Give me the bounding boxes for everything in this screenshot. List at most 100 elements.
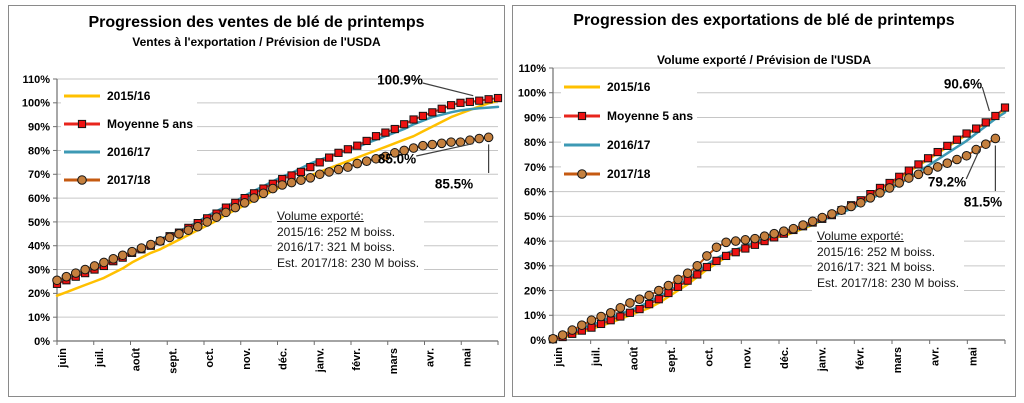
legend-item: 2015/16 xyxy=(563,72,693,101)
data-point-square xyxy=(991,111,1000,121)
data-point-circle xyxy=(446,137,456,147)
data-point-square xyxy=(654,295,663,304)
data-point-circle xyxy=(202,217,212,227)
chart-subtitle: Ventes à l'exportation / Prévision de l'… xyxy=(132,35,381,49)
data-point-circle xyxy=(483,132,494,143)
legend-item: Moyenne 5 ans xyxy=(563,101,693,130)
data-point-circle xyxy=(605,308,616,318)
legend-label: Moyenne 5 ans xyxy=(107,117,194,131)
y-axis-label: 20% xyxy=(524,285,546,297)
legend-item: Moyenne 5 ans xyxy=(63,110,193,138)
data-point-circle xyxy=(117,250,128,261)
data-point-square xyxy=(428,108,437,117)
legend-item: 2017/18 xyxy=(563,159,693,188)
data-point-circle xyxy=(277,180,287,190)
chart-title: Progression des exportations de blé de p… xyxy=(573,12,955,29)
data-point-circle xyxy=(682,268,693,279)
info-box-line: Est. 2017/18: 230 M boiss. xyxy=(277,255,420,270)
data-point-circle xyxy=(577,320,587,330)
data-point-square xyxy=(923,154,933,163)
y-axis-label: 60% xyxy=(28,193,50,205)
y-axis-label: 40% xyxy=(28,241,50,253)
data-point-circle xyxy=(99,257,109,268)
info-box-line: Est. 2017/18: 230 M boiss. xyxy=(817,275,960,290)
x-axis-label: janv. xyxy=(314,348,326,373)
legend: 2015/16 Moyenne 5 ans 2016/17 2017/18 xyxy=(61,82,198,194)
x-axis-label: août xyxy=(628,347,640,371)
legend-swatch-line xyxy=(64,150,100,154)
x-axis-label: févr. xyxy=(351,348,363,371)
data-point-circle xyxy=(221,207,231,218)
legend-label: 2016/17 xyxy=(107,145,151,159)
data-point-circle xyxy=(89,261,100,271)
data-point-circle xyxy=(846,201,856,212)
data-point-square xyxy=(334,148,343,157)
data-point-square xyxy=(606,316,615,325)
data-point-circle xyxy=(418,140,428,151)
legend-swatch-line xyxy=(564,143,600,146)
legend-label: 2015/16 xyxy=(107,89,151,103)
data-point-circle xyxy=(408,143,419,153)
data-point-circle xyxy=(108,254,119,264)
legend-swatch-line xyxy=(564,85,600,88)
y-axis-label: 100% xyxy=(518,88,546,100)
x-axis-label: sept. xyxy=(167,348,179,374)
annotation-connector xyxy=(422,82,474,97)
legend-item: 2016/17 xyxy=(63,138,193,166)
data-point-circle xyxy=(343,162,353,172)
info-box-title: Volume exporté: xyxy=(817,229,904,243)
data-point-square xyxy=(702,262,711,272)
y-axis-label: 90% xyxy=(524,112,546,124)
data-point-circle xyxy=(324,167,334,177)
data-point-circle xyxy=(904,173,914,183)
info-box-title: Volume exporté: xyxy=(277,209,364,223)
data-point-circle xyxy=(615,303,626,313)
legend-swatch-square xyxy=(64,119,100,129)
y-axis-label: 0% xyxy=(530,335,546,347)
data-point-circle xyxy=(990,133,1001,144)
data-point-square xyxy=(645,300,654,309)
legend-label: 2016/17 xyxy=(607,137,651,152)
data-point-square xyxy=(409,115,418,124)
data-point-square xyxy=(673,282,683,291)
data-point-circle xyxy=(875,188,885,198)
data-point-square xyxy=(296,167,306,176)
data-point-circle xyxy=(923,165,933,176)
legend-item: 2017/18 xyxy=(63,166,193,194)
chart-subtitle: Volume exporté / Prévision de l'USDA xyxy=(656,53,872,67)
data-point-circle xyxy=(673,274,683,285)
x-axis-label: mars xyxy=(388,348,400,374)
data-point-circle xyxy=(548,333,558,344)
y-axis-label: 50% xyxy=(524,211,546,223)
data-point-square xyxy=(962,129,971,138)
data-point-circle xyxy=(865,193,876,203)
data-point-circle xyxy=(634,294,645,305)
data-point-circle xyxy=(52,275,62,286)
data-point-square xyxy=(371,132,381,141)
y-axis-label: 40% xyxy=(524,236,546,248)
y-axis-label: 90% xyxy=(28,121,50,133)
data-point-circle xyxy=(155,236,166,246)
data-point-square xyxy=(625,308,635,317)
data-point-circle xyxy=(817,212,828,223)
x-axis-label: sept. xyxy=(666,347,678,373)
x-axis-label: oct. xyxy=(704,347,716,367)
data-point-square xyxy=(587,323,596,332)
data-point-circle xyxy=(286,177,297,188)
y-axis-label: 70% xyxy=(28,169,50,181)
x-axis-label: oct. xyxy=(204,348,216,368)
data-point-circle xyxy=(644,290,654,301)
data-point-square xyxy=(325,153,334,162)
data-point-circle xyxy=(596,311,606,322)
data-point-circle xyxy=(788,223,799,234)
data-point-square xyxy=(914,160,923,169)
data-point-circle xyxy=(932,162,943,172)
data-point-square xyxy=(616,312,625,321)
data-point-square xyxy=(741,244,750,253)
data-point-circle xyxy=(961,150,972,161)
info-box: Volume exporté: 2015/16: 252 M boiss. 20… xyxy=(272,207,425,274)
data-point-circle xyxy=(807,216,818,227)
y-axis-label: 110% xyxy=(518,63,546,75)
data-point-circle xyxy=(380,151,391,162)
data-point-square xyxy=(1000,103,1010,112)
